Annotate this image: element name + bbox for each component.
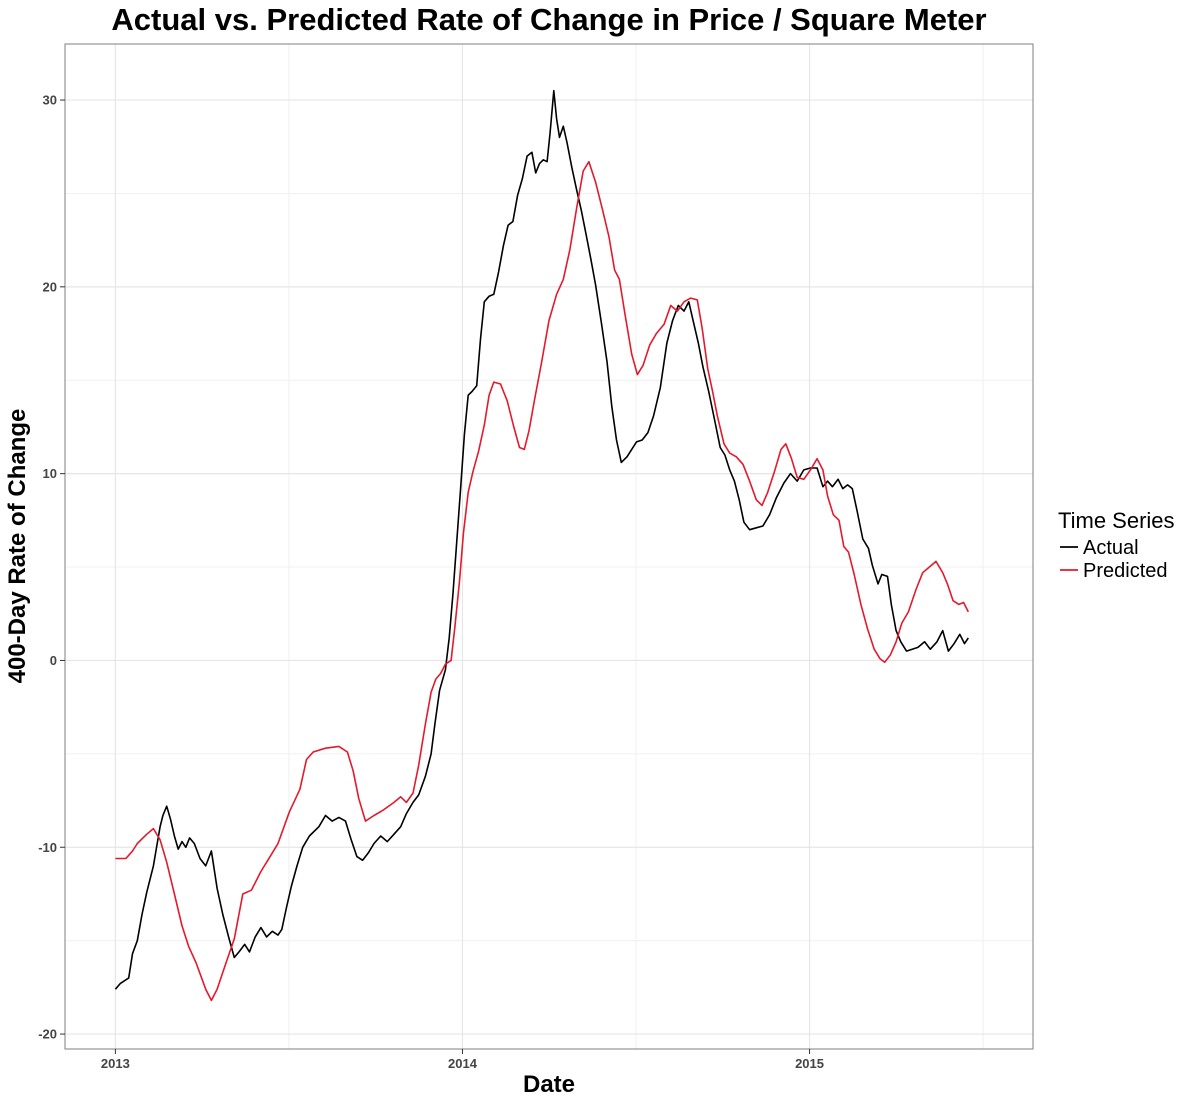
grid-lines xyxy=(65,44,1033,1049)
x-tick-label: 2015 xyxy=(795,1056,824,1071)
plot-border xyxy=(64,43,1034,1050)
x-tick-label: 2013 xyxy=(101,1056,130,1071)
chart-title: Actual vs. Predicted Rate of Change in P… xyxy=(111,2,986,37)
x-tick-label: 2014 xyxy=(448,1056,478,1071)
series-line-predicted xyxy=(115,160,970,1002)
plot-panel xyxy=(64,43,1034,1050)
plot-background xyxy=(65,44,1033,1049)
y-axis: -20 -10 0 10 20 30 xyxy=(38,93,65,1042)
y-tick-label: -10 xyxy=(38,840,57,855)
legend: Time Series Actual Predicted xyxy=(1058,508,1175,582)
y-axis-title: 400-Day Rate of Change xyxy=(4,409,31,684)
y-tick-label: 0 xyxy=(50,653,57,668)
y-tick-label: 20 xyxy=(43,279,57,294)
y-tick-label: 30 xyxy=(43,93,57,108)
legend-item-actual: Actual xyxy=(1060,537,1139,559)
series-lines xyxy=(114,89,970,1002)
x-axis-title: Date xyxy=(523,1071,575,1098)
y-tick-label: 10 xyxy=(43,466,57,481)
legend-item-predicted: Predicted xyxy=(1060,560,1168,582)
x-axis: 2013 2014 2015 xyxy=(101,1049,824,1071)
legend-label-predicted: Predicted xyxy=(1083,560,1168,582)
legend-title: Time Series xyxy=(1058,508,1175,533)
legend-label-actual: Actual xyxy=(1083,537,1139,559)
y-tick-label: -20 xyxy=(38,1027,57,1042)
